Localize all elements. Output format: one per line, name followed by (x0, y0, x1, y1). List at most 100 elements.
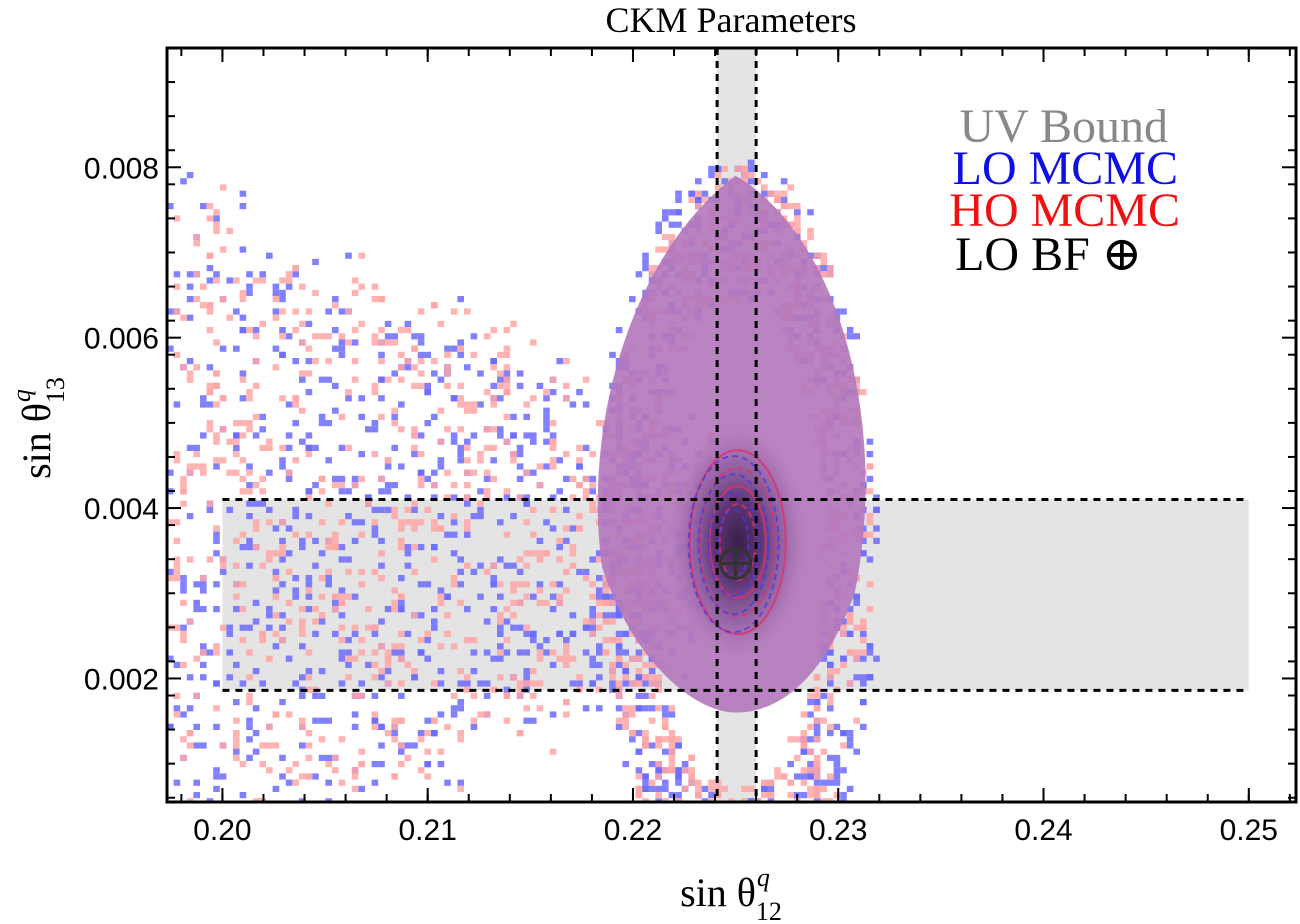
hist-cell (516, 494, 524, 501)
hist-cell (219, 184, 227, 191)
hist-cell (193, 779, 200, 786)
hist-cell (549, 389, 557, 396)
hist-cell (503, 413, 511, 420)
hist-cell (813, 723, 821, 730)
hist-cell (292, 308, 299, 315)
hist-cell (483, 618, 491, 625)
hist-cell (761, 172, 768, 179)
hist-cell (787, 221, 794, 228)
contour-ho (708, 485, 767, 600)
contour-ho (688, 449, 787, 636)
hist-cell (444, 351, 451, 358)
hist-cell (398, 327, 405, 334)
hist-cell (318, 618, 326, 625)
hist-cell (556, 358, 563, 365)
hist-cell (424, 420, 431, 427)
hist-cell (695, 785, 702, 792)
hist-cell (318, 475, 326, 482)
hist-cell (325, 500, 332, 507)
hist-cell (477, 370, 484, 377)
hist-cell (642, 692, 649, 699)
hist-cell (853, 655, 860, 662)
hist-cell (279, 550, 286, 557)
hist-cell (299, 717, 306, 724)
hist-cell (338, 333, 346, 340)
y-tick-label: 0.004 (84, 493, 159, 526)
hist-cell (338, 680, 346, 687)
hist-cell (266, 612, 273, 619)
hist-cell (193, 240, 200, 247)
hist-cell (503, 351, 511, 358)
hist-cell (523, 500, 530, 507)
hist-cell (378, 575, 385, 582)
hist-cell (338, 544, 346, 551)
hist-cell (516, 649, 524, 656)
hist-cell (398, 655, 405, 662)
hist-cell (200, 469, 207, 476)
hist-cell (549, 581, 557, 588)
hist-cell (629, 736, 636, 743)
hist-cell (761, 779, 768, 786)
hist-cell (813, 705, 821, 712)
hist-cell (417, 432, 425, 439)
hist-cell (299, 438, 306, 445)
hist-cell (239, 624, 247, 631)
hist-cell (457, 599, 464, 606)
hist-cell (345, 339, 352, 346)
hist-cell (186, 358, 194, 365)
hist-cell (378, 618, 385, 625)
hist-cell (860, 649, 867, 656)
hist-cell (827, 680, 834, 687)
hist-cell (239, 246, 247, 253)
hist-cell (510, 587, 517, 594)
hist-cell (622, 680, 629, 687)
hist-cell (536, 550, 544, 557)
hist-cell (589, 475, 596, 482)
hist-cell (563, 649, 570, 656)
hist-cell (827, 754, 834, 761)
hist-cell (444, 630, 451, 637)
hist-cell (246, 420, 253, 427)
hist-cell (787, 761, 794, 768)
hist-cell (444, 364, 451, 371)
hist-cell (233, 581, 240, 588)
hist-cell (688, 767, 695, 774)
hist-cell (589, 506, 596, 513)
hist-cell (345, 661, 352, 668)
hist-cell (332, 606, 339, 613)
hist-cell (477, 506, 484, 513)
hist-cell (556, 556, 563, 563)
hist-cell (411, 519, 418, 526)
hist-cell (444, 370, 451, 377)
hist-cell (549, 661, 557, 668)
hist-cell (754, 798, 761, 802)
hist-cell (338, 339, 346, 346)
hist-cell (450, 550, 458, 557)
hist-cell (477, 562, 484, 569)
hist-cell (780, 178, 788, 185)
hist-cell (365, 624, 372, 631)
hist-cell (206, 506, 214, 513)
y-tick-label: 0.008 (84, 152, 159, 185)
hist-cell (332, 537, 339, 544)
hist-cell (351, 339, 359, 346)
hist-cell (536, 482, 544, 489)
hist-cell (457, 401, 464, 408)
hist-cell (173, 624, 181, 631)
hist-cell (483, 649, 491, 656)
hist-cell (794, 736, 801, 743)
hist-cell (780, 203, 788, 210)
hist-cell (860, 630, 867, 637)
hist-cell (695, 196, 702, 203)
hist-cell (589, 655, 596, 662)
hist-cell (186, 271, 194, 278)
hist-cell (213, 215, 220, 222)
hist-cell (345, 444, 352, 451)
hist-cell (510, 599, 517, 606)
hist-cell (292, 327, 299, 334)
hist-cell (246, 327, 253, 334)
hist-cell (556, 457, 563, 464)
hist-cell (668, 705, 676, 712)
hist-cell (279, 277, 286, 284)
hist-cell (325, 544, 332, 551)
